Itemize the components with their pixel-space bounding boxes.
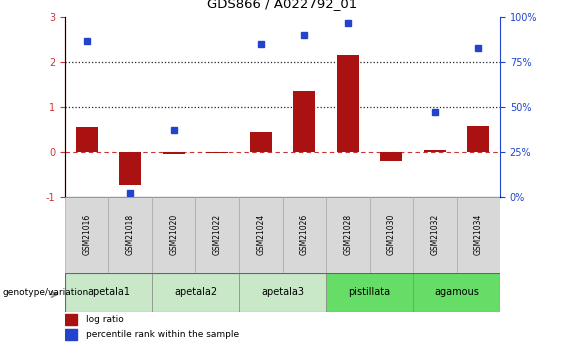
Bar (424, 150, 446, 152)
Text: pistillata: pistillata (349, 287, 390, 297)
Text: GSM21020: GSM21020 (170, 214, 178, 255)
Text: genotype/variation: genotype/variation (3, 288, 89, 297)
Text: GSM21028: GSM21028 (344, 214, 352, 255)
Bar (293, 91, 315, 152)
Bar (195, 197, 239, 273)
Text: log ratio: log ratio (86, 315, 124, 324)
Text: GSM21026: GSM21026 (300, 214, 308, 255)
Bar (108, 197, 152, 273)
Bar (370, 197, 413, 273)
Bar (152, 197, 195, 273)
Bar (206, 152, 228, 153)
Text: apetala2: apetala2 (174, 287, 217, 297)
Bar (467, 126, 489, 152)
Text: GDS866 / A022792_01: GDS866 / A022792_01 (207, 0, 358, 10)
Bar (65, 329, 77, 340)
Text: percentile rank within the sample: percentile rank within the sample (86, 330, 240, 339)
Text: GSM21030: GSM21030 (387, 214, 396, 255)
Bar (337, 55, 359, 152)
Bar (282, 197, 326, 273)
Bar (76, 127, 98, 152)
Bar (239, 197, 282, 273)
Bar (152, 273, 239, 312)
Text: GSM21032: GSM21032 (431, 214, 439, 255)
Bar (380, 152, 402, 161)
Text: GSM21034: GSM21034 (474, 214, 483, 255)
Text: agamous: agamous (434, 287, 479, 297)
Bar (239, 273, 326, 312)
Text: GSM21018: GSM21018 (126, 214, 134, 255)
Text: GSM21016: GSM21016 (82, 214, 91, 255)
Bar (65, 314, 77, 325)
Bar (163, 152, 185, 154)
Text: apetala3: apetala3 (261, 287, 304, 297)
Text: GSM21022: GSM21022 (213, 214, 221, 255)
Bar (250, 131, 272, 152)
Bar (413, 197, 457, 273)
Bar (326, 273, 413, 312)
Bar (65, 273, 152, 312)
Bar (326, 197, 370, 273)
Bar (65, 197, 108, 273)
Text: apetala1: apetala1 (87, 287, 130, 297)
Text: GSM21024: GSM21024 (257, 214, 265, 255)
Bar (457, 197, 500, 273)
Bar (119, 152, 141, 185)
Bar (413, 273, 500, 312)
